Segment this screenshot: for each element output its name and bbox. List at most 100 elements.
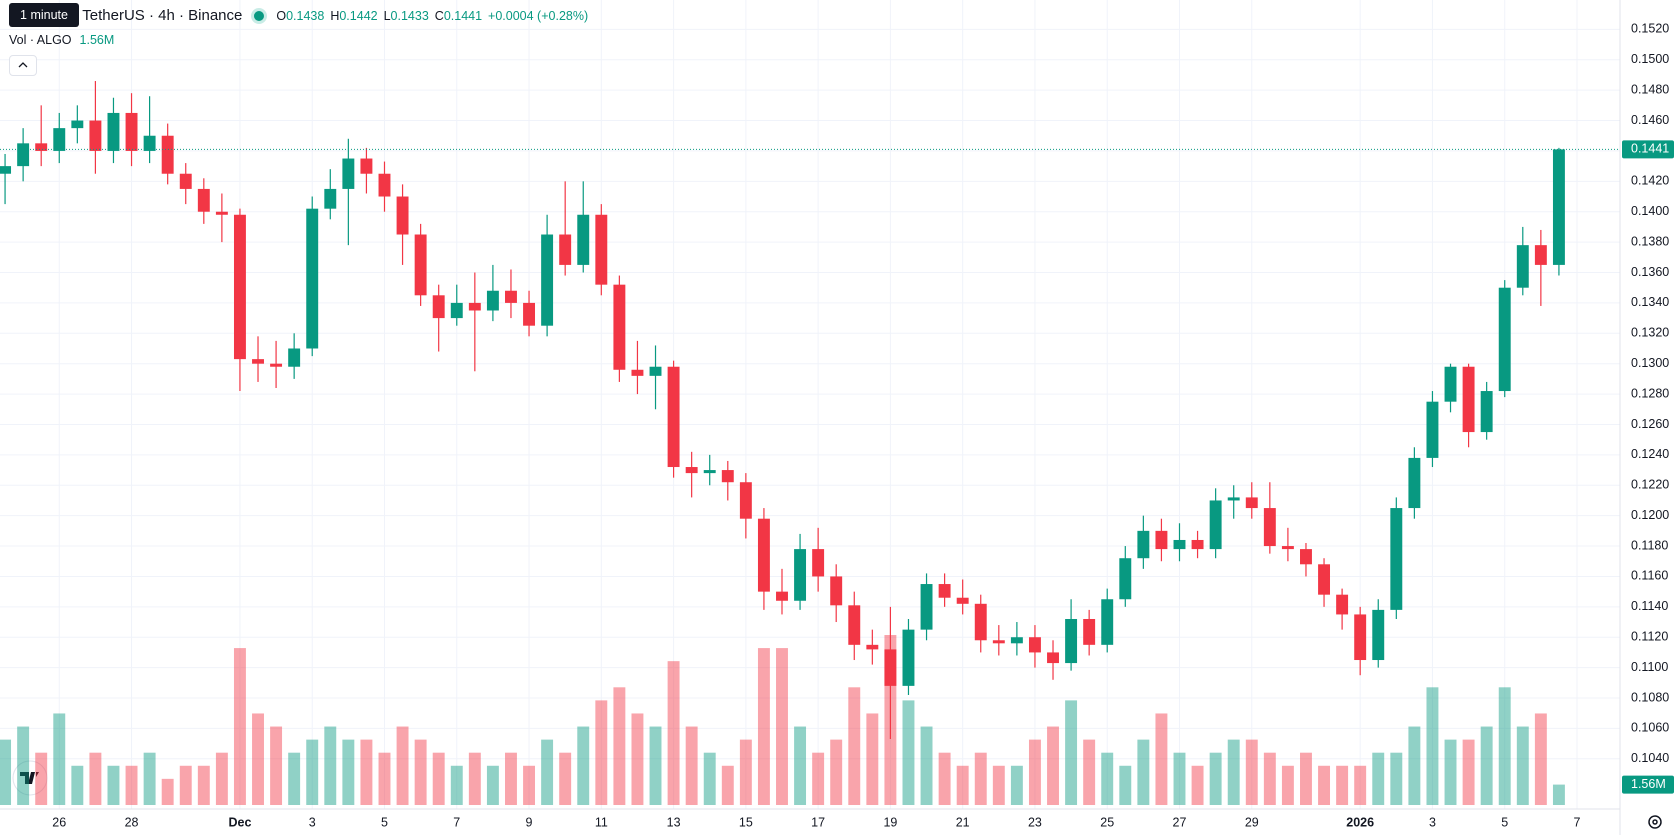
volume-bar [107,765,120,805]
last-price-label: 0.1441 [1631,142,1669,156]
candle-body [233,214,246,360]
x-tick-label: 28 [125,815,139,829]
candle-body [360,158,373,174]
candle-body [197,188,210,212]
y-tick-label: 0.1180 [1631,538,1668,552]
candle-body [794,549,807,601]
candle-body [324,188,337,209]
volume-bar [812,752,825,805]
volume-bar [89,752,102,805]
candle-body [776,591,788,601]
volume-bar [1516,726,1529,805]
candle-body [1300,549,1312,565]
volume-bar [1028,739,1041,805]
symbol-header: Algorand / TetherUS · 4h · Binance O0.14… [10,7,588,24]
candle-body [215,211,228,215]
y-tick-label: 0.1100 [1631,660,1668,674]
volume-bar [1552,784,1565,805]
volume-bar [721,765,734,805]
collapse-button[interactable] [9,55,37,76]
candle-body [1083,618,1096,645]
candle-body [739,482,752,519]
volume-bar [252,713,264,805]
candle-body [956,597,969,604]
y-tick-label: 0.1220 [1631,478,1669,492]
candle-body [1498,287,1511,392]
y-tick-label: 0.1400 [1631,204,1669,218]
y-tick-label: 0.1300 [1631,356,1669,370]
candle-body [143,135,156,151]
candle-body [17,143,30,167]
volume-bar [866,713,879,805]
y-tick-label: 0.1040 [1631,751,1669,765]
candle-body [1028,637,1041,653]
volume-bar [197,765,210,805]
x-tick-label: 13 [667,815,681,829]
candle-body [649,366,662,376]
volume-bar [1047,726,1059,805]
candle-body [1408,457,1421,509]
volume-bar [1245,739,1258,805]
candle-body [613,284,626,370]
volume-bar [505,752,517,805]
volume-bar [739,739,752,805]
volume-bar [1426,687,1439,805]
volume-bar [1390,752,1403,805]
volume-bar [324,726,337,805]
chevron-icon [18,62,28,68]
x-tick-label: 17 [811,815,825,829]
candle-body [1444,366,1457,402]
candle-body [685,467,698,474]
last-price-tag [1622,140,1674,159]
volume-bar [938,752,951,805]
volume-bars [0,635,1565,805]
candle-body [1281,546,1294,550]
candle-body [1065,618,1078,664]
candle-body [1516,245,1529,288]
volume-bar [1300,752,1312,805]
y-tick-label: 0.1520 [1631,22,1669,36]
candle-body [1318,564,1331,595]
volume-bar [17,726,30,805]
volume-bar [71,765,84,805]
volume-bar [523,765,536,805]
volume-bar [215,752,228,805]
volume-bar [902,700,915,805]
candle-body [974,603,987,641]
volume-bar [233,648,246,805]
volume-bar [613,687,626,805]
candle-body [1155,530,1168,550]
candle-body [1119,558,1132,600]
ohlc-label: L [383,8,391,23]
candle-body [252,359,264,364]
candle-body [53,128,66,151]
volume-bar [1498,687,1511,805]
candle-body [830,576,843,606]
tv-logo[interactable] [12,760,48,796]
x-tick-label: 3 [309,815,316,829]
volume-bar [1209,752,1222,805]
volume-bar [956,765,969,805]
volume-bar [1101,752,1114,805]
last-volume-tag [1622,775,1674,794]
candle-body [270,363,283,367]
candle-body [703,470,716,474]
candle-body [107,112,120,151]
y-tick-label: 0.1280 [1631,386,1669,400]
candle-body [1390,508,1403,610]
candle-body [1336,594,1349,615]
volume-legend: Vol · ALGO 1.56M [9,33,114,47]
y-tick-label: 0.1340 [1631,295,1669,309]
candle-body [486,290,499,311]
volume-title[interactable]: Vol · ALGO [9,33,72,47]
volume-bar [1227,739,1240,805]
x-tick-label: 29 [1245,815,1259,829]
candle-body [757,518,770,592]
volume-bar [1083,739,1096,805]
ohlc-value: 0.1433 [390,8,429,23]
settings-icon[interactable] [1648,815,1662,829]
y-tick-label: 0.1140 [1631,599,1668,613]
volume-bar [757,648,770,805]
y-tick-label: 0.1120 [1631,630,1668,644]
